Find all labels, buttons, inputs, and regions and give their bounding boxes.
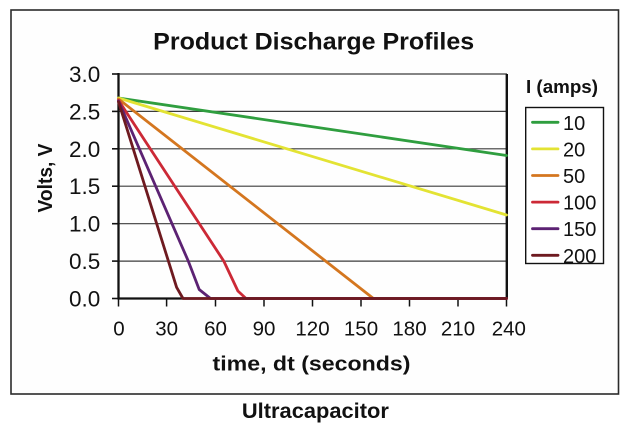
svg-text:120: 120 (295, 318, 329, 341)
svg-text:0.0: 0.0 (69, 287, 100, 312)
svg-text:240: 240 (492, 318, 526, 341)
svg-text:210: 210 (441, 318, 475, 341)
svg-text:I (amps): I (amps) (526, 76, 598, 97)
svg-text:0.5: 0.5 (69, 249, 100, 274)
svg-text:90: 90 (253, 318, 276, 341)
svg-text:1.0: 1.0 (69, 212, 100, 237)
svg-text:10: 10 (563, 113, 585, 135)
svg-text:Ultracapacitor: Ultracapacitor (242, 399, 390, 423)
svg-text:2.5: 2.5 (69, 99, 100, 124)
svg-text:20: 20 (563, 139, 585, 161)
svg-text:150: 150 (344, 318, 378, 341)
svg-text:Volts, V: Volts, V (35, 143, 57, 213)
svg-text:time, dt (seconds): time, dt (seconds) (213, 354, 411, 376)
svg-text:2.0: 2.0 (69, 137, 100, 162)
svg-text:Product Discharge Profiles: Product Discharge Profiles (153, 28, 474, 55)
svg-text:0: 0 (113, 318, 124, 341)
svg-text:50: 50 (563, 166, 585, 188)
svg-text:100: 100 (563, 193, 596, 215)
svg-text:1.5: 1.5 (69, 174, 100, 199)
svg-text:30: 30 (155, 318, 178, 341)
svg-text:180: 180 (392, 318, 426, 341)
svg-text:150: 150 (563, 219, 596, 241)
svg-text:60: 60 (204, 318, 227, 341)
svg-text:200: 200 (563, 246, 596, 268)
svg-text:3.0: 3.0 (69, 62, 100, 87)
